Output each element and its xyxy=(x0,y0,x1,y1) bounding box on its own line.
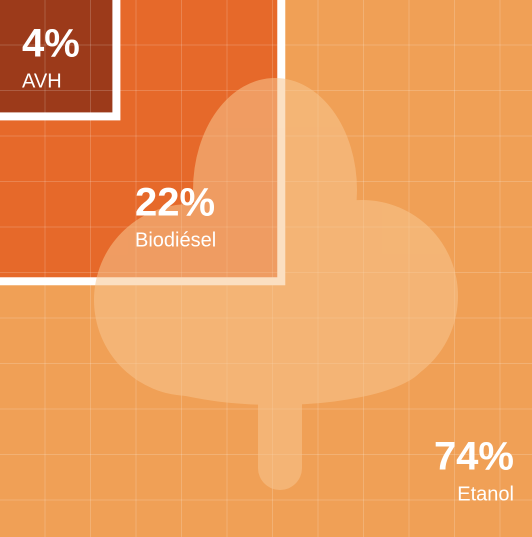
value-label: 22% xyxy=(135,181,215,225)
category-label: Biodiésel xyxy=(135,229,216,251)
category-label: AVH xyxy=(22,70,62,92)
chart: 4% AVH 22% Biodiésel 74% Etanol xyxy=(0,0,532,537)
value-label: 74% xyxy=(434,435,514,479)
value-label: 4% xyxy=(22,22,80,66)
category-label: Etanol xyxy=(457,483,514,505)
